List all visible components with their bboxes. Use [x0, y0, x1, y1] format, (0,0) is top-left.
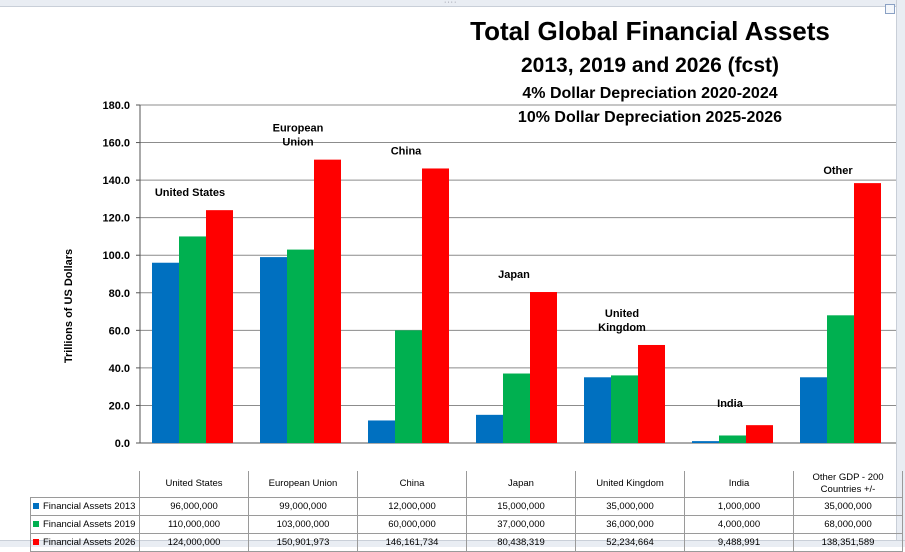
- data-table: United States European Union China Japan Uni…: [30, 471, 903, 552]
- table-value-cell: 15,000,000: [466, 497, 576, 516]
- table-value-cell: 138,351,589: [793, 533, 903, 552]
- table-row: Financial Assets 2019 110,000,000 103,000,…: [30, 515, 903, 534]
- bar-2-5: [611, 375, 638, 443]
- bar-annotation: European: [273, 123, 324, 135]
- table-value-cell: 99,000,000: [248, 497, 358, 516]
- table-row: Financial Assets 2013 96,000,000 99,000,00…: [30, 497, 903, 516]
- table-header-row: United States European Union China Japan Uni…: [30, 471, 903, 498]
- table-value-cell: 52,234,664: [575, 533, 685, 552]
- bar-1-5: [584, 377, 611, 443]
- table-value-cell: 37,000,000: [466, 515, 576, 534]
- series-label-cell: Financial Assets 2019: [30, 515, 140, 534]
- table-value-cell: 35,000,000: [793, 497, 903, 516]
- bar-annotation: India: [717, 398, 744, 410]
- bar-1-4: [476, 414, 503, 443]
- bar-3-6: [746, 425, 773, 443]
- bar-1-1: [152, 262, 179, 443]
- y-tick-label: 20.0: [109, 400, 130, 412]
- y-tick-label: 80.0: [109, 288, 130, 300]
- series-label-cell: Financial Assets 2026: [30, 533, 140, 552]
- chart-note-1: 4% Dollar Depreciation 2020-2024: [522, 85, 778, 102]
- table-category-cell: United Kingdom: [575, 471, 685, 498]
- table-value-cell: 60,000,000: [357, 515, 467, 534]
- chart-note-2: 10% Dollar Depreciation 2025-2026: [517, 109, 783, 126]
- bar-annotation: Other: [823, 165, 853, 177]
- y-axis-label: Trillions of US Dollars: [63, 248, 75, 364]
- bar-3-4: [530, 292, 557, 443]
- bar-annotation: United: [605, 308, 639, 320]
- table-row: Financial Assets 2026 124,000,000 150,901,…: [30, 533, 903, 552]
- bar-2-6: [719, 435, 746, 443]
- table-value-cell: 35,000,000: [575, 497, 685, 516]
- table-value-cell: 9,488,991: [684, 533, 794, 552]
- table-category-cell: European Union: [248, 471, 358, 498]
- table-value-cell: 1,000,000: [684, 497, 794, 516]
- legend-label: Financial Assets 2026: [43, 537, 136, 548]
- y-tick-label: 60.0: [109, 325, 130, 337]
- bar-annotation: Kingdom: [598, 322, 646, 334]
- table-category-cell: India: [684, 471, 794, 498]
- bar-3-7: [854, 183, 881, 444]
- bar-3-3: [422, 168, 449, 444]
- bar-annotation: Japan: [498, 269, 530, 281]
- bar-3-5: [638, 344, 665, 443]
- bar-1-6: [692, 441, 719, 443]
- bar-2-2: [287, 249, 314, 443]
- legend-label: Financial Assets 2019: [43, 519, 136, 530]
- table-value-cell: 124,000,000: [139, 533, 249, 552]
- table-value-cell: 36,000,000: [575, 515, 685, 534]
- table-value-cell: 150,901,973: [248, 533, 358, 552]
- window-corner-icon: [885, 4, 895, 14]
- y-tick-label: 160.0: [102, 138, 130, 150]
- table-category-cell: Other GDP - 200 Countries +/-: [793, 471, 903, 498]
- legend-label: Financial Assets 2013: [43, 501, 136, 512]
- window-right-edge[interactable]: [896, 0, 905, 547]
- y-tick-label: 100.0: [102, 250, 130, 262]
- y-tick-label: 180.0: [102, 100, 130, 112]
- table-category-cell: Japan: [466, 471, 576, 498]
- table-category-cell: United States: [139, 471, 249, 498]
- bar-annotation: Union: [282, 137, 313, 149]
- resize-grip-icon[interactable]: ····: [444, 0, 458, 6]
- y-tick-label: 0.0: [115, 438, 130, 450]
- bar-1-3: [368, 420, 395, 443]
- table-value-cell: 12,000,000: [357, 497, 467, 516]
- table-corner-cell: [30, 471, 140, 498]
- y-tick-label: 140.0: [102, 175, 130, 187]
- legend-swatch: [33, 503, 39, 510]
- bar-1-2: [260, 257, 287, 443]
- table-value-cell: 96,000,000: [139, 497, 249, 516]
- window-top-edge: ····: [0, 0, 905, 7]
- y-tick-label: 120.0: [102, 213, 130, 225]
- series-label-cell: Financial Assets 2013: [30, 497, 140, 516]
- table-value-cell: 80,438,319: [466, 533, 576, 552]
- table-value-cell: 146,161,734: [357, 533, 467, 552]
- table-value-cell: 110,000,000: [139, 515, 249, 534]
- legend-swatch: [33, 539, 39, 546]
- bar-2-3: [395, 330, 422, 443]
- table-category-cell: China: [357, 471, 467, 498]
- chart-title: Total Global Financial Assets: [470, 16, 830, 46]
- table-value-cell: 68,000,000: [793, 515, 903, 534]
- legend-swatch: [33, 521, 39, 528]
- bar-2-1: [179, 236, 206, 443]
- table-value-cell: 103,000,000: [248, 515, 358, 534]
- bar-1-7: [800, 377, 827, 443]
- bar-annotation: United States: [155, 187, 225, 199]
- table-value-cell: 4,000,000: [684, 515, 794, 534]
- bar-3-1: [206, 210, 233, 443]
- bar-3-2: [314, 159, 341, 444]
- chart-subtitle: 2013, 2019 and 2026 (fcst): [521, 54, 779, 77]
- bar-2-7: [827, 315, 854, 443]
- bar-2-4: [503, 373, 530, 443]
- bar-annotation: China: [391, 145, 422, 157]
- y-tick-label: 40.0: [109, 363, 130, 375]
